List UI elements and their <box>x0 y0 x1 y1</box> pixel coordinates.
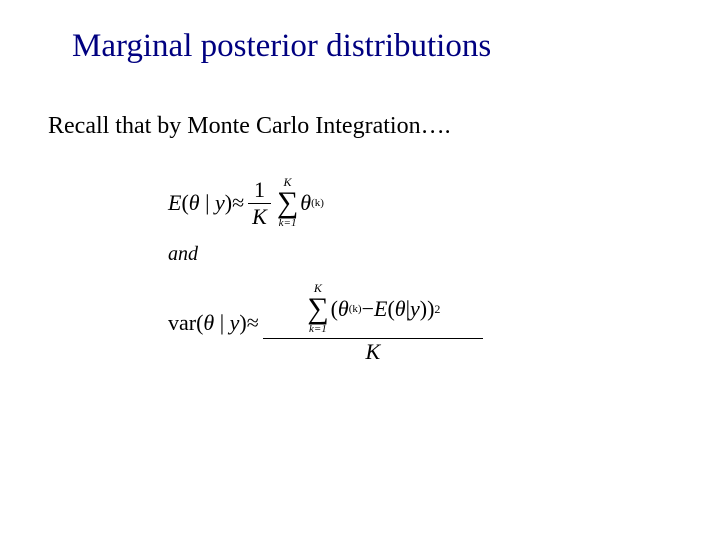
eq1-bar: | <box>200 190 215 215</box>
eq1-sum: K ∑ k=1 <box>277 176 298 230</box>
equation-expectation: E(θ | y) ≈ 1 K K ∑ k=1 θ(k) <box>168 176 672 230</box>
eq2-Eopen: ( <box>387 298 394 320</box>
eq2-approx: ≈ <box>247 312 259 334</box>
eq2-theta2: θ <box>395 298 406 320</box>
eq1-term: θ(k) <box>300 192 324 214</box>
eq2-open: ( <box>331 298 338 320</box>
and-label: and <box>168 244 672 264</box>
eq2-theta: θ <box>203 310 214 335</box>
equation-variance: var(θ | y) ≈ K ∑ k=1 (θ(k) − E(θ | y))2 … <box>168 280 672 365</box>
eq2-var: var( <box>168 310 203 335</box>
eq2-sum-bot: k=1 <box>309 324 327 336</box>
eq2-sq: 2 <box>434 303 440 315</box>
sigma-icon: ∑ <box>277 188 298 218</box>
eq2-minus: − <box>362 298 374 320</box>
eq1-lhs: E(θ | y) <box>168 192 232 214</box>
eq1-fraction: 1 K <box>248 177 271 230</box>
eq1-frac-num: 1 <box>250 177 269 203</box>
eq2-y: y <box>230 310 240 335</box>
eq2-sup1: (k) <box>349 304 362 315</box>
eq1-close: ) <box>225 190 232 215</box>
eq1-term-sup: (k) <box>311 198 324 209</box>
eq1-open: ( <box>181 190 188 215</box>
eq1-theta: θ <box>189 190 200 215</box>
eq1-term-theta: θ <box>300 192 311 214</box>
eq2-theta1: θ <box>338 298 349 320</box>
body-text: Recall that by Monte Carlo Integration…. <box>48 113 672 140</box>
eq2-lhs: var(θ | y) <box>168 312 247 334</box>
eq1-sum-bot: k=1 <box>279 218 297 230</box>
eq1-y: y <box>215 190 225 215</box>
eq2-sum: K ∑ k=1 <box>307 282 328 336</box>
page-title: Marginal posterior distributions <box>72 28 672 65</box>
eq2-close: ) <box>239 310 246 335</box>
formula-block: E(θ | y) ≈ 1 K K ∑ k=1 θ(k) and var(θ | … <box>168 176 672 365</box>
eq1-E: E <box>168 190 181 215</box>
eq2-E: E <box>374 298 387 320</box>
eq2-y2: y <box>410 298 420 320</box>
eq2-sq-term: (θ(k) − E(θ | y))2 <box>331 298 441 320</box>
eq2-numerator: K ∑ k=1 (θ(k) − E(θ | y))2 <box>301 280 444 338</box>
eq2-close2: )) <box>420 298 435 320</box>
eq1-frac-den: K <box>248 204 271 230</box>
slide: Marginal posterior distributions Recall … <box>0 0 720 540</box>
sigma-icon: ∑ <box>307 294 328 324</box>
eq2-bar: | <box>214 310 229 335</box>
eq2-den: K <box>361 339 384 365</box>
eq2-fraction: K ∑ k=1 (θ(k) − E(θ | y))2 K <box>263 280 483 365</box>
eq1-approx: ≈ <box>232 192 244 214</box>
